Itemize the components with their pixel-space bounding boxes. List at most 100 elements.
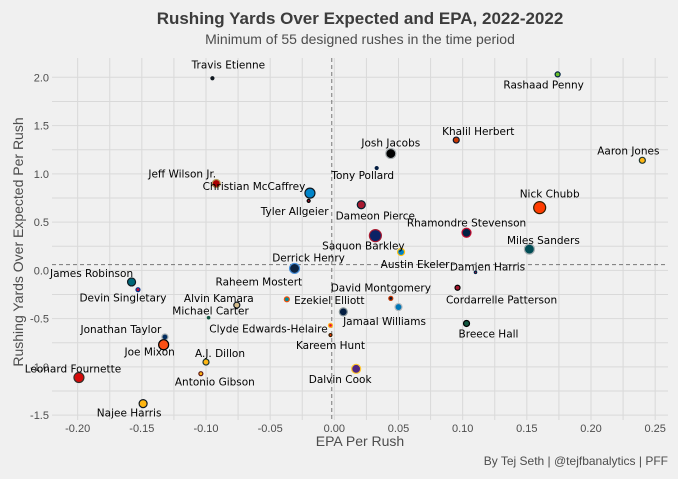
point-label: Rhamondre Stevenson (407, 218, 526, 230)
point-josh-jacobs (385, 147, 397, 160)
chart-title: Rushing Yards Over Expected and EPA, 202… (157, 9, 564, 28)
x-tick-label: -0.10 (193, 423, 218, 435)
y-tick-label: 0.0 (34, 265, 49, 277)
point-nick-chubb (533, 201, 547, 215)
x-tick-label: 0.05 (388, 423, 409, 435)
point-labels: Travis Etienne Rashaad Penny Khalil Herber… (25, 59, 660, 419)
point-label: Kareem Hunt (296, 340, 365, 352)
point-label: Nick Chubb (520, 189, 580, 201)
point-label: Tyler Allgeier (260, 206, 330, 218)
point-label: Josh Jacobs (360, 138, 420, 150)
x-axis-ticks: -0.20 -0.15 -0.10 -0.05 0.00 0.05 0.10 0.15 0.20… (65, 423, 666, 435)
x-tick-label: 0.20 (580, 423, 601, 435)
point-label: Alvin Kamara (184, 293, 254, 305)
point-devin-singletary (135, 287, 141, 293)
point-label: Miles Sanders (507, 235, 580, 247)
point-dameon-pierce (356, 200, 366, 210)
point-travis-etienne (210, 76, 215, 81)
point-label: Derrick Henry (272, 252, 345, 264)
point-damien-harris (473, 270, 478, 275)
point-breece-hall (462, 319, 471, 328)
point-saquon-barkley (368, 229, 382, 243)
reference-lines (52, 58, 668, 420)
chart-subtitle: Minimum of 55 designed rushes in the tim… (205, 31, 515, 47)
point-rashaad-penny (554, 71, 561, 78)
point-austin-ekeler (396, 247, 406, 257)
point-label: David Montgomery (331, 282, 431, 294)
point-jeff-wilson-jr- (211, 178, 221, 189)
point-david-montgomery (388, 295, 394, 301)
point-label: Joe Mixon (124, 347, 175, 359)
point-aaron-jones (638, 156, 646, 164)
data-points (73, 71, 646, 409)
point-label: Travis Etienne (191, 59, 265, 71)
point-a-j-dillon (202, 358, 210, 366)
y-axis-ticks: 2.0 1.5 1.0 0.5 0.0 -0.5 -1.0 -1.5 (30, 72, 49, 422)
y-tick-label: 0.5 (34, 217, 49, 229)
x-tick-label: 0.10 (452, 423, 473, 435)
point-raheem-mostert (283, 296, 290, 303)
point-rhamondre-stevenson (461, 227, 472, 238)
point-label: Ezekiel Elliott (294, 295, 364, 307)
x-axis-title: EPA Per Rush (316, 433, 404, 449)
point-clyde-edwards-helaire (327, 322, 334, 328)
point-label: Jamaal Williams (342, 316, 426, 328)
point-leonard-fournette (73, 371, 85, 384)
point-label: Najee Harris (97, 408, 162, 420)
point-label: Dameon Pierce (336, 211, 415, 223)
point-label: A.J. Dillon (195, 348, 245, 360)
point-cordarrelle-patterson (454, 284, 461, 291)
x-tick-label: 0.15 (516, 423, 537, 435)
x-tick-label: -0.05 (258, 423, 283, 435)
point-label: Cordarrelle Patterson (446, 295, 557, 307)
x-tick-label: -0.20 (65, 423, 90, 435)
point-kareem-hunt (328, 332, 333, 338)
point-label: Dalvin Cook (309, 374, 373, 386)
point-khalil-herbert (452, 136, 460, 144)
y-tick-label: -1.5 (30, 410, 49, 422)
chart-caption: By Tej Seth | @tejfbanalytics | PFF (484, 454, 668, 468)
point-label: Tony Pollard (330, 170, 394, 182)
point-antonio-gibson (198, 371, 204, 377)
point-alvin-kamara (233, 301, 241, 309)
point-label: Jonathan Taylor (80, 324, 162, 336)
point-derrick-henry (288, 262, 301, 275)
point-miles-sanders (523, 243, 536, 255)
y-axis-title: Rushing Yards Over Expected Per Rush (10, 117, 26, 366)
point-james-robinson (126, 277, 137, 287)
point-tyler-allgeier (306, 198, 311, 203)
point-michael-carter (206, 315, 211, 320)
x-tick-label: -0.15 (129, 423, 154, 435)
point-najee-harris (138, 398, 148, 409)
point-dalvin-cook (351, 363, 362, 374)
point-jamaal-williams (394, 302, 403, 312)
point-label: Austin Ekeler (381, 259, 451, 271)
point-label: Clyde Edwards-Helaire (209, 323, 327, 335)
point-label: Khalil Herbert (442, 126, 514, 138)
point-label: Breece Hall (459, 328, 519, 340)
y-tick-label: -0.5 (30, 314, 49, 326)
point-label: Antonio Gibson (175, 377, 255, 389)
x-tick-label: 0.25 (644, 423, 665, 435)
point-label: Saquon Barkley (322, 241, 404, 253)
point-label: Michael Carter (172, 306, 249, 318)
point-ezekiel-elliott (338, 307, 348, 317)
point-label: Rashaad Penny (503, 79, 583, 91)
y-tick-label: -1.0 (30, 362, 49, 374)
y-tick-label: 1.0 (34, 169, 49, 181)
point-jonathan-taylor (161, 333, 169, 341)
point-label: Damien Harris (450, 261, 525, 273)
point-label: Jeff Wilson Jr. (147, 168, 216, 180)
point-joe-mixon (158, 339, 170, 351)
point-tony-pollard (374, 165, 379, 171)
point-label: Aaron Jones (597, 145, 659, 157)
point-christian-mccaffrey (304, 187, 316, 199)
y-tick-label: 2.0 (34, 72, 49, 84)
point-label: Raheem Mostert (216, 276, 303, 288)
point-label: James Robinson (49, 268, 133, 280)
point-label: Devin Singletary (79, 293, 166, 305)
point-label: Christian McCaffrey (203, 181, 306, 193)
point-label: Leonard Fournette (25, 364, 121, 376)
